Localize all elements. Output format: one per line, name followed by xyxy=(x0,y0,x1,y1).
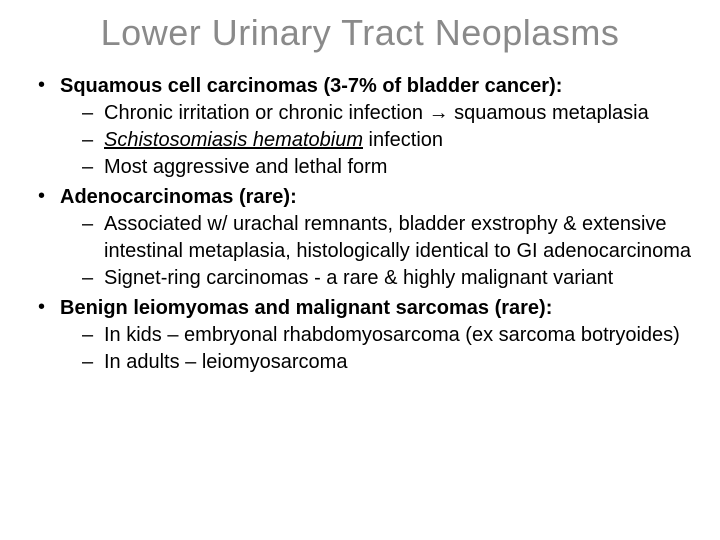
section-leiomyoma: Benign leiomyomas and malignant sarcomas… xyxy=(38,294,700,376)
sub-list: Chronic irritation or chronic infection … xyxy=(60,100,700,181)
sub-list: In kids – embryonal rhabdomyosarcoma (ex… xyxy=(60,322,700,376)
list-item: Chronic irritation or chronic infection … xyxy=(82,100,700,127)
slide-title: Lower Urinary Tract Neoplasms xyxy=(20,12,700,54)
list-item: Signet-ring carcinomas - a rare & highly… xyxy=(82,265,700,292)
content-list: Squamous cell carcinomas (3-7% of bladde… xyxy=(20,72,700,376)
sub-list: Associated w/ urachal remnants, bladder … xyxy=(60,211,700,292)
section-header: Adenocarcinomas (rare): xyxy=(60,183,700,211)
list-item: In kids – embryonal rhabdomyosarcoma (ex… xyxy=(82,322,700,349)
section-header: Squamous cell carcinomas (3-7% of bladde… xyxy=(60,72,700,100)
section-squamous: Squamous cell carcinomas (3-7% of bladde… xyxy=(38,72,700,181)
list-item: Associated w/ urachal remnants, bladder … xyxy=(82,211,700,265)
section-header: Benign leiomyomas and malignant sarcomas… xyxy=(60,294,700,322)
list-item: Most aggressive and lethal form xyxy=(82,154,700,181)
list-item: In adults – leiomyosarcoma xyxy=(82,349,700,376)
section-adeno: Adenocarcinomas (rare): Associated w/ ur… xyxy=(38,183,700,292)
list-item: Schistosomiasis hematobium infection xyxy=(82,127,700,154)
